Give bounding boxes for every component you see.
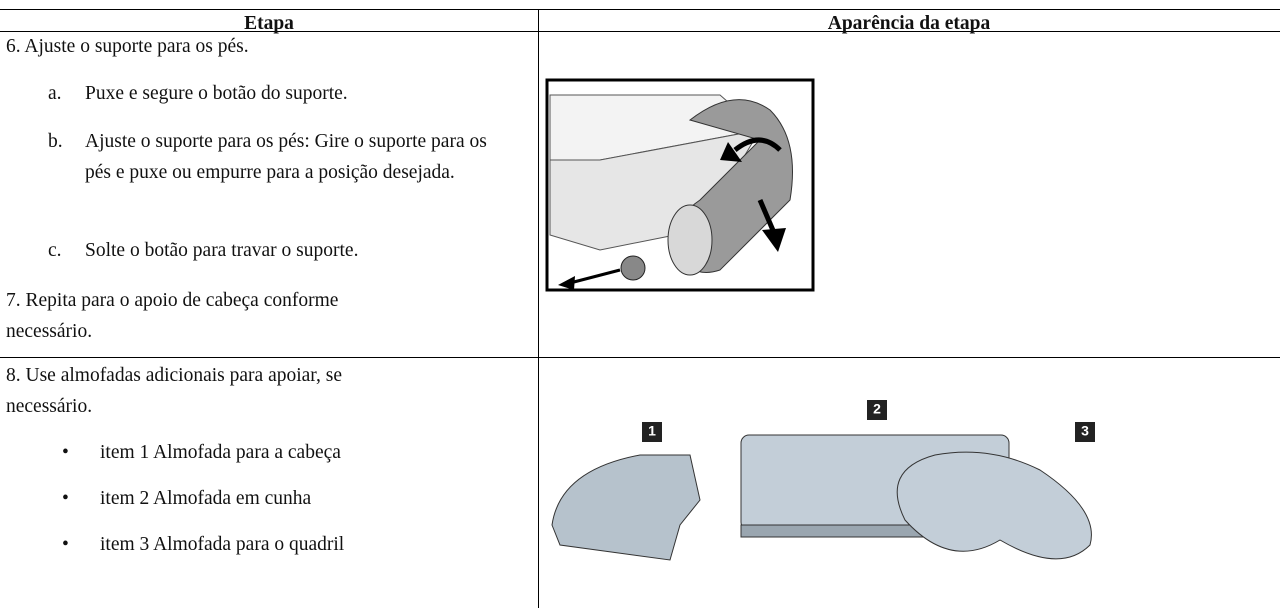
rule bbox=[0, 357, 1280, 358]
callout-badge bbox=[867, 400, 887, 420]
callout-badge bbox=[1075, 422, 1095, 442]
bullet-text: item 1 Almofada para a cabeça bbox=[100, 442, 341, 463]
bullet: • bbox=[62, 534, 69, 555]
sub-letter: a. bbox=[48, 83, 62, 104]
bullet-text: item 3 Almofada para o quadril bbox=[100, 534, 345, 555]
sub-letter: c. bbox=[48, 240, 62, 261]
cushion-illustrations: 1 2 3 bbox=[551, 400, 1095, 561]
callout-number: 2 bbox=[873, 401, 881, 417]
callout-badge bbox=[642, 422, 662, 442]
note: 7. Repita para o apoio de cabeça conform… bbox=[6, 290, 339, 342]
bullet: • bbox=[62, 442, 69, 463]
sub-letter: b. bbox=[48, 131, 63, 152]
header-cell: Aparência da etapa bbox=[827, 13, 991, 34]
column-divider bbox=[538, 9, 539, 608]
step: 8. Use almofadas adicionais para apoiar,… bbox=[6, 365, 343, 417]
rule bbox=[0, 31, 1280, 32]
callout-number: 1 bbox=[648, 423, 656, 439]
sub-text: Puxe e segure o botão do suporte. bbox=[85, 83, 348, 104]
sub-text: Solte o botão para travar o suporte. bbox=[85, 240, 359, 261]
step: 6. Ajuste o suporte para os pés. bbox=[6, 36, 249, 57]
bullet: • bbox=[62, 488, 69, 509]
bullet-text: item 2 Almofada em cunha bbox=[100, 488, 312, 509]
sub-text: Ajuste o suporte para os pés: Gire o sup… bbox=[85, 131, 487, 183]
header-cell: Etapa bbox=[244, 13, 294, 34]
callout-number: 3 bbox=[1081, 423, 1089, 439]
rule bbox=[0, 9, 1280, 10]
footrest-illustration bbox=[545, 78, 815, 292]
